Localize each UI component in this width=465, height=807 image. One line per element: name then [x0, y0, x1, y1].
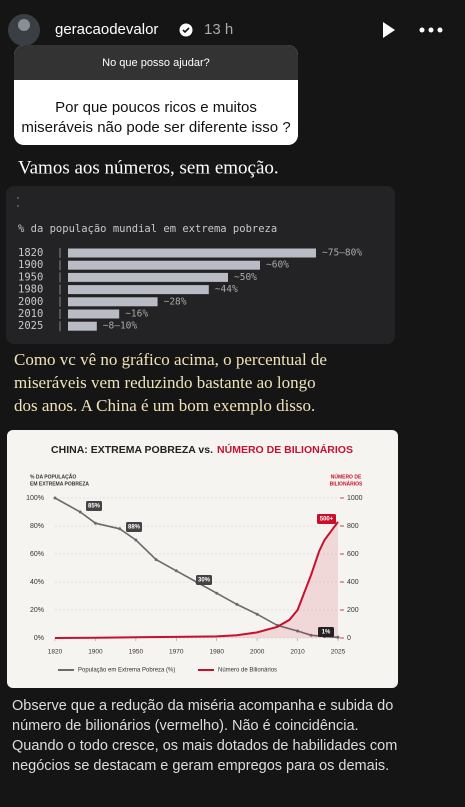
y-tick-label: 0% [34, 635, 44, 642]
chart-title-part: CHINA: EXTREMA POBREZA vs. [51, 444, 213, 456]
point [309, 633, 313, 637]
legend-label: Número de Bilionários [218, 668, 277, 674]
bar [68, 248, 316, 258]
question-header [14, 45, 298, 80]
x-tick-label: 1970 [169, 649, 184, 656]
annotation-box [317, 514, 336, 524]
x-tick-label: 1820 [48, 649, 63, 656]
chart-title-part: NÚMERO DE BILIONÁRIOS [217, 443, 353, 456]
y2-axis-label: NÚMERO DE [331, 473, 362, 480]
category-label: 2010 [18, 308, 43, 320]
y-tick-label: 100% [26, 495, 44, 502]
y-tick-label: 20% [30, 607, 44, 614]
point [134, 538, 138, 542]
y-axis-label: EM EXTREMA POBREZA [30, 481, 89, 487]
line [54, 521, 339, 639]
bar [68, 297, 158, 307]
caption: Vamos aos números, sem emoção. [18, 157, 279, 178]
bar [68, 285, 209, 295]
y2-tick-label: 800 [347, 523, 359, 530]
caption: Quando o todo cresce, os mais dotados de… [12, 738, 397, 754]
chart-panel [7, 430, 398, 688]
value-label: ~50% [234, 272, 257, 283]
category-label: 1900 [18, 259, 43, 271]
x-tick-label: 1950 [129, 649, 144, 656]
point [255, 612, 259, 616]
area-fill [55, 521, 338, 638]
annotation-box [126, 522, 142, 532]
value-label: ~16% [125, 309, 148, 320]
bar [68, 260, 260, 270]
y-tick-label: 60% [30, 551, 44, 558]
category-label: 2000 [18, 296, 43, 308]
caption: miseráveis vem reduzindo bastante ao lon… [14, 373, 316, 392]
caption: número de bilionários (vermelho). Não é … [12, 718, 359, 734]
y2-tick-label: 400 [347, 579, 359, 586]
y2-tick-label: 0 [347, 635, 351, 642]
value-label: ~44% [215, 284, 238, 295]
point [154, 558, 158, 562]
username[interactable]: geracaodevalor [55, 21, 158, 38]
y2-tick-label: 1000 [347, 495, 363, 502]
verified-check [182, 27, 190, 34]
x-tick-label: 2010 [290, 649, 305, 656]
chart-title: % da população mundial em extrema pobrez… [18, 223, 277, 235]
point [336, 635, 340, 639]
bar [68, 321, 97, 331]
annotation: 30% [198, 578, 211, 584]
y-axis-label: % DA POPULAÇÃO [30, 473, 76, 480]
y-tick-label: 40% [30, 579, 44, 586]
value-label: ~8–10% [103, 321, 138, 332]
point [53, 496, 57, 500]
y2-axis-label: BILIONÁRIOS [330, 480, 363, 487]
value-label: ~60% [266, 260, 289, 271]
x-tick-label: 2025 [331, 649, 346, 656]
point [93, 521, 97, 525]
x-tick-label: 1980 [209, 649, 224, 656]
y2-tick-label: 200 [347, 607, 359, 614]
caption: Como vc vê no gráfico acima, o percentua… [14, 350, 327, 369]
dot [17, 205, 19, 207]
play-button[interactable] [383, 22, 395, 38]
dot [17, 197, 19, 199]
point [174, 569, 178, 573]
annotation: 500+ [320, 517, 334, 523]
annotation: 85% [88, 504, 101, 510]
point [118, 527, 122, 531]
bar [68, 309, 120, 319]
post-time: 13 h [204, 21, 233, 38]
category-label: 1820 [18, 247, 43, 259]
point [215, 591, 219, 595]
annotation-box [196, 575, 212, 585]
category-label: 2025 [18, 320, 43, 332]
more-button[interactable] [419, 27, 443, 33]
x-tick-label: 1900 [88, 649, 103, 656]
value-label: ~75–80% [322, 248, 362, 259]
annotation: 1% [322, 630, 331, 636]
legend-label: População em Extrema Pobreza (%) [78, 668, 175, 674]
caption: negócios se destacam e geram empregos pa… [12, 758, 389, 774]
question-prompt: No que posso ajudar? [102, 57, 210, 69]
y-tick-label: 80% [30, 523, 44, 530]
y2-tick-label: 600 [347, 551, 359, 558]
question-text: miseráveis não pode ser diferente isso ? [21, 119, 290, 136]
question-text: Por que poucos ricos e muitos [55, 99, 257, 116]
category-label: 1950 [18, 271, 43, 283]
point [78, 510, 82, 514]
value-label: ~28% [164, 296, 187, 307]
avatar-head [18, 19, 30, 31]
caption: dos anos. A China é um bom exemplo disso… [14, 396, 315, 415]
x-tick-label: 2000 [250, 649, 265, 656]
caption: Observe que a redução da miséria acompan… [12, 698, 393, 714]
annotation: 88% [128, 525, 141, 531]
chart-title: CHINA: EXTREMA POBREZA vs. NÚMERO DE BILI… [51, 443, 353, 456]
category-label: 1980 [18, 284, 43, 296]
annotation-box [86, 501, 102, 511]
annotation-box [318, 627, 334, 637]
bar [68, 272, 228, 282]
line [54, 497, 339, 639]
point [296, 629, 300, 633]
point [235, 602, 239, 606]
